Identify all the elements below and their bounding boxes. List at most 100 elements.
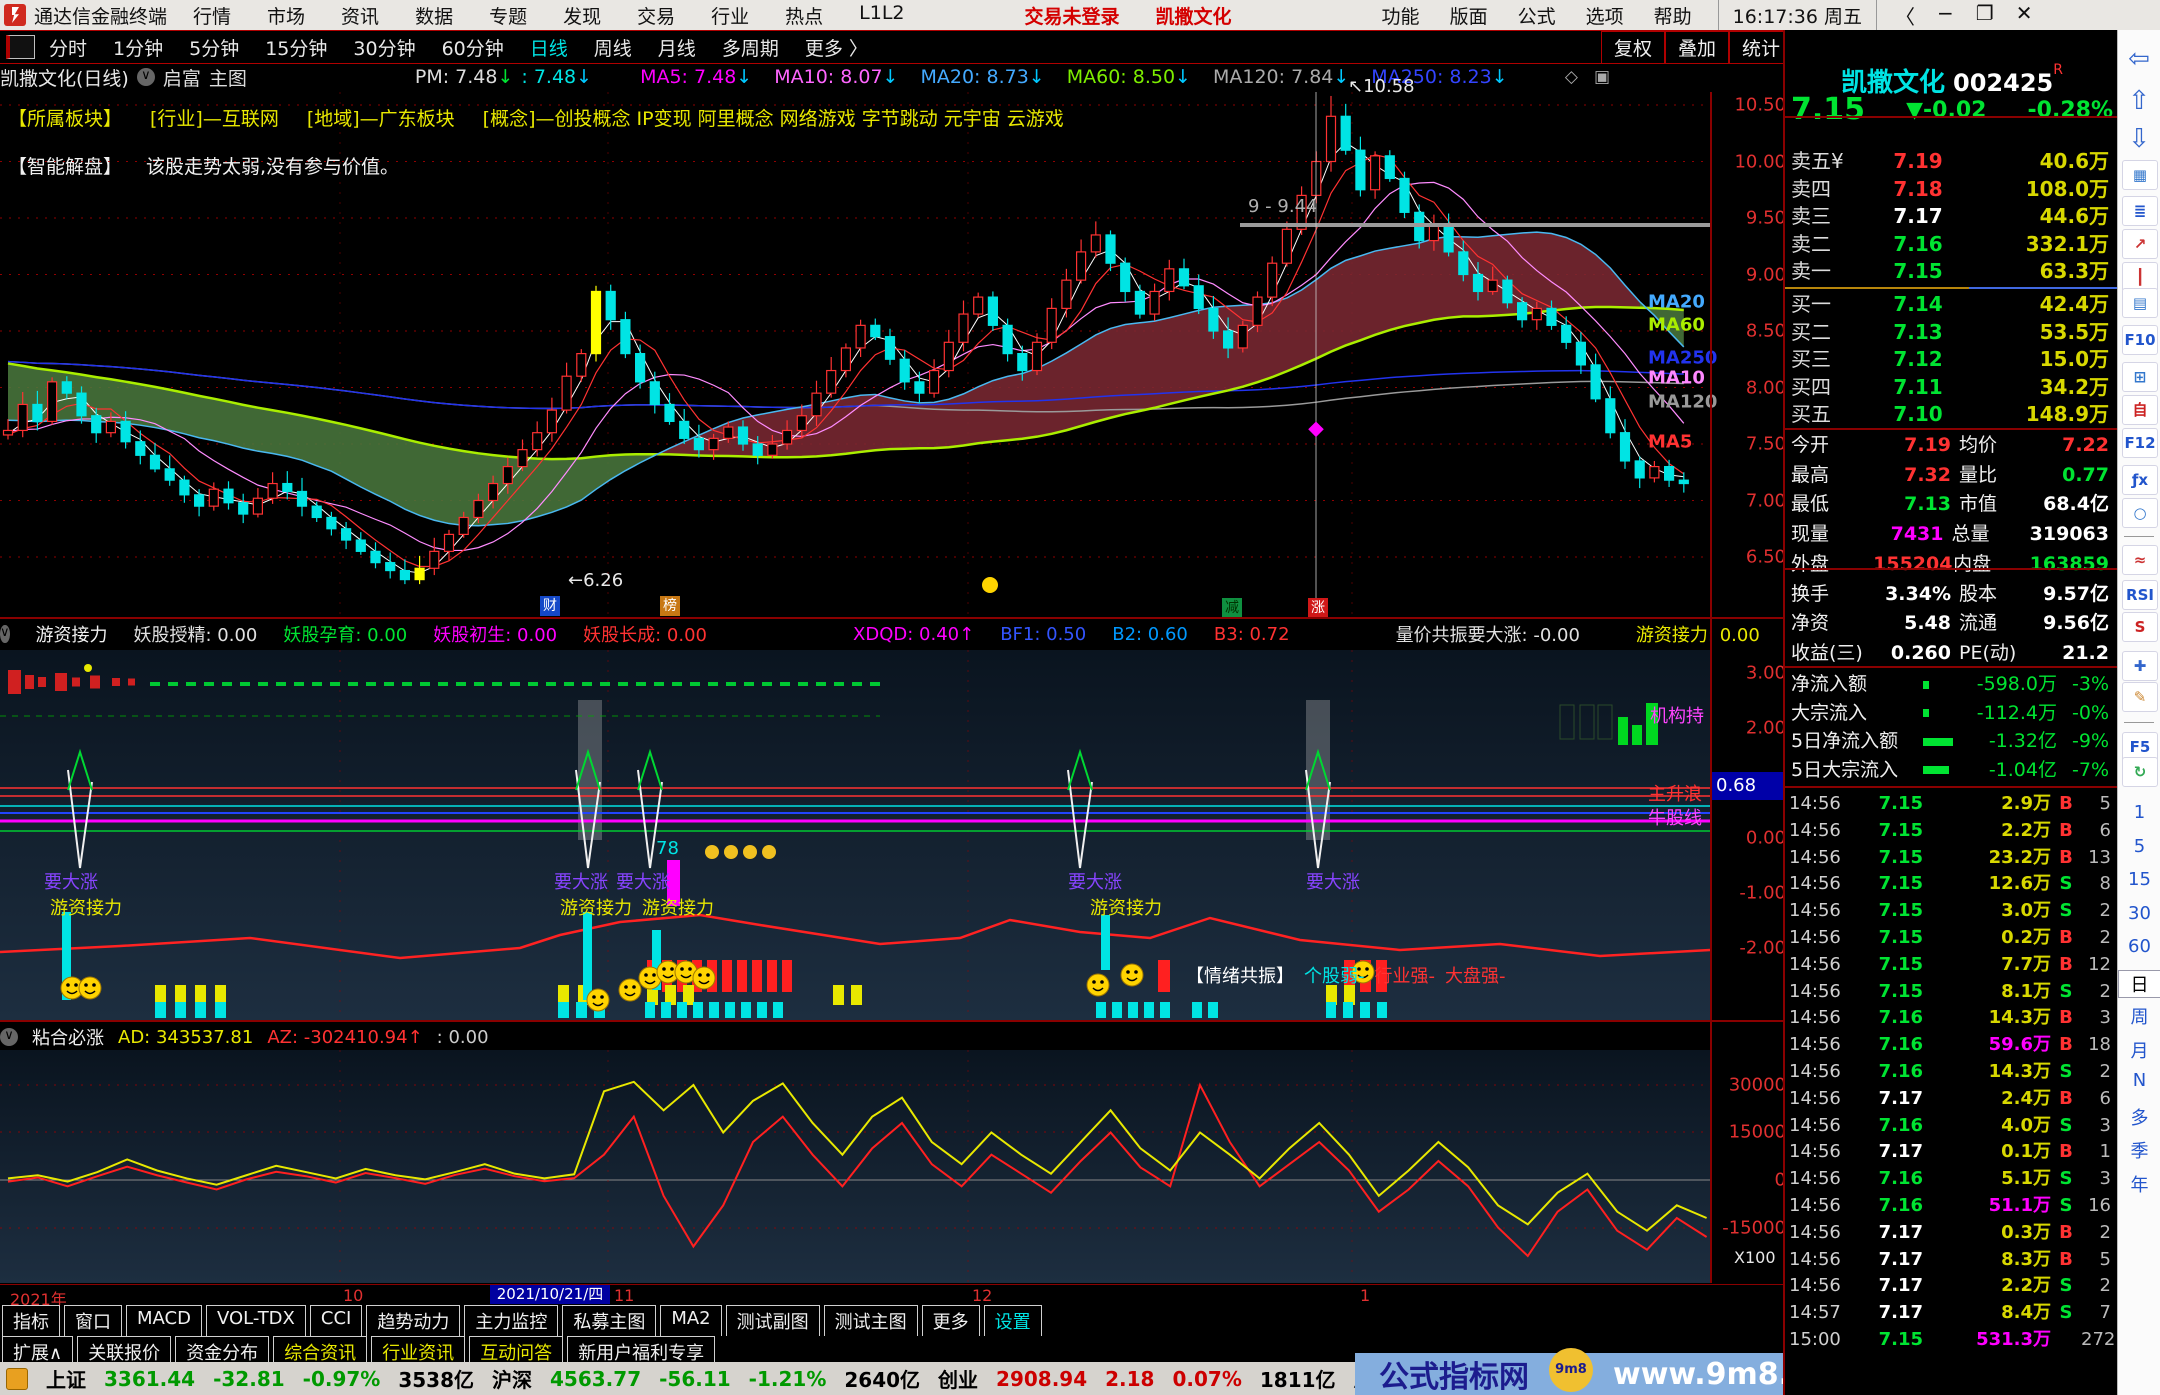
menu-item-交易[interactable]: 交易 (637, 5, 676, 28)
menu-item-数据[interactable]: 数据 (415, 5, 454, 28)
chart-button-叠加[interactable]: 叠加 (1664, 30, 1729, 64)
refresh-icon[interactable]: ↻ (2122, 757, 2158, 787)
tab-主力监控[interactable]: 主力监控 (464, 1305, 559, 1337)
menu-item-L1L2[interactable]: L1L2 (859, 1, 905, 24)
tab-MACD[interactable]: MACD (126, 1305, 202, 1337)
strip-period-日[interactable]: 日 (2118, 969, 2160, 998)
period-tab-30分钟[interactable]: 30分钟 (353, 37, 416, 60)
panel1-title[interactable]: 游资接力 (35, 625, 108, 646)
strip-period-15[interactable]: 15 (2128, 869, 2151, 890)
zhang-marker[interactable]: 涨 (1308, 598, 1328, 618)
layout-icon[interactable] (6, 35, 35, 59)
cai-marker[interactable]: 财 (540, 596, 560, 616)
rsi-icon[interactable]: RSI (2122, 580, 2158, 610)
panel2-chart[interactable] (0, 1050, 1710, 1283)
indicator-name[interactable]: 启富 (162, 67, 201, 90)
tab-私募主图[interactable]: 私募主图 (562, 1305, 657, 1337)
period-tab-分时[interactable]: 分时 (49, 37, 88, 60)
panel-divider[interactable] (0, 617, 2117, 619)
formula-icon[interactable]: ƒx (2122, 465, 2158, 495)
login-status[interactable]: 交易未登录 (1024, 5, 1120, 28)
collapse-icon2[interactable]: ∨ (0, 1028, 18, 1046)
panel1-chart[interactable] (0, 650, 1710, 1020)
tab-更多[interactable]: 更多 (921, 1305, 980, 1337)
kline-icon[interactable]: ┃ (2122, 262, 2158, 292)
chart-button-复权[interactable]: 复权 (1600, 30, 1665, 64)
market-icon[interactable] (6, 1367, 28, 1390)
tab-测试主图[interactable]: 测试主图 (823, 1305, 918, 1337)
tab-趋势动力[interactable]: 趋势动力 (366, 1305, 461, 1337)
board-concepts[interactable]: [概念]—创投概念 IP变现 阿里概念 网络游戏 字节跳动 元宇宙 云游戏 (482, 108, 1064, 130)
menu-item-行业[interactable]: 行业 (711, 5, 750, 28)
stock-name[interactable]: 凯撒文化 (1841, 68, 1946, 98)
news-icon[interactable]: ▤ (2122, 288, 2158, 318)
up-arrow-icon[interactable]: ⇧ (2128, 86, 2150, 116)
period-tab-多周期[interactable]: 多周期 (721, 37, 779, 60)
diamond-icon[interactable]: ◇ (1564, 67, 1578, 87)
restore-button[interactable]: ❐ (1975, 0, 1994, 25)
strip-period-多[interactable]: 多 (2130, 1107, 2149, 1129)
strip-period-季[interactable]: 季 (2130, 1141, 2149, 1162)
period-tab-周线[interactable]: 周线 (593, 37, 632, 60)
menu-item-公式[interactable]: 公式 (1517, 5, 1556, 28)
collapse-icon[interactable]: ∨ (0, 625, 10, 643)
tab-测试副图[interactable]: 测试副图 (725, 1305, 820, 1337)
main-chart-label[interactable]: 主图 (208, 67, 247, 90)
period-tab-1分钟[interactable]: 1分钟 (113, 37, 164, 60)
period-tab-60分钟[interactable]: 60分钟 (441, 37, 504, 60)
tab-设置[interactable]: 设置 (983, 1305, 1042, 1337)
structure-icon[interactable]: ⊞ (2122, 362, 2158, 392)
tab-窗口[interactable]: 窗口 (64, 1305, 122, 1337)
signal-icon[interactable]: S (2122, 612, 2158, 642)
strip-period-月[interactable]: 月 (2130, 1040, 2149, 1062)
panel2-title[interactable]: 粘合必涨 (32, 1028, 104, 1049)
period-tab-日线[interactable]: 日线 (529, 37, 568, 60)
period-tab-更多 〉[interactable]: 更多 〉 (804, 37, 868, 60)
strip-period-年[interactable]: 年 (2130, 1174, 2149, 1196)
period-tab-5分钟[interactable]: 5分钟 (189, 37, 240, 60)
strip-period-N[interactable]: N (2132, 1070, 2147, 1091)
tab-指标[interactable]: 指标 (2, 1305, 60, 1337)
strip-period-30[interactable]: 30 (2128, 902, 2151, 924)
strip-period-周[interactable]: 周 (2130, 1007, 2149, 1028)
menu-item-市场[interactable]: 市场 (267, 5, 306, 28)
panel-divider2[interactable] (0, 1020, 2117, 1022)
date-axis[interactable]: 2021/10/21/四 2021年 10 11 12 1 (0, 1284, 2117, 1309)
period-tab-15分钟[interactable]: 15分钟 (265, 37, 328, 60)
move-icon[interactable]: ✚ (2122, 651, 2158, 681)
zixuan-icon[interactable]: 自 (2122, 395, 2158, 425)
menu-item-帮助[interactable]: 帮助 (1653, 5, 1692, 28)
chevron-down-icon[interactable]: ∨ (136, 68, 155, 86)
f10-icon[interactable]: F10 (2122, 325, 2158, 355)
bang-marker[interactable]: 榜 (660, 596, 680, 616)
strip-period-1[interactable]: 1 (2133, 802, 2146, 823)
menu-item-热点[interactable]: 热点 (785, 5, 824, 28)
wave-icon[interactable]: ≈ (2122, 545, 2158, 575)
app-logo-icon[interactable] (4, 4, 26, 26)
draw-icon[interactable]: ✎ (2122, 682, 2158, 712)
strip-period-60[interactable]: 60 (2128, 936, 2151, 957)
minimize-button[interactable]: − (1937, 0, 1954, 25)
menu-item-专题[interactable]: 专题 (489, 5, 528, 28)
quote-list-icon[interactable]: ≣ (2122, 196, 2158, 226)
tab-CCI[interactable]: CCI (309, 1305, 363, 1337)
menu-item-版面[interactable]: 版面 (1449, 5, 1488, 28)
report-icon[interactable]: ▦ (2122, 160, 2158, 190)
board-region[interactable]: [地域]—广东板块 (306, 108, 455, 130)
close-button[interactable]: ✕ (2015, 0, 2033, 25)
down-arrow-icon[interactable]: ⇩ (2128, 124, 2150, 154)
period-tab-月线[interactable]: 月线 (657, 37, 696, 60)
tab-VOL-TDX[interactable]: VOL-TDX (205, 1305, 306, 1337)
back-button[interactable]: 〈 (1895, 4, 1916, 29)
stock-shortcut[interactable]: 凯撒文化 (1155, 5, 1232, 28)
menu-item-发现[interactable]: 发现 (563, 5, 602, 28)
board-industry[interactable]: [行业]—互联网 (150, 108, 279, 130)
main-kline-chart[interactable] (0, 62, 1710, 618)
jian-marker[interactable]: 减 (1222, 598, 1242, 618)
menu-item-行情[interactable]: 行情 (193, 5, 232, 28)
strip-period-5[interactable]: 5 (2133, 835, 2146, 857)
panel-icon[interactable]: ▣ (1593, 67, 1610, 87)
trend-line-icon[interactable]: ↗ (2122, 229, 2158, 259)
tab-MA2[interactable]: MA2 (660, 1305, 722, 1337)
f12-icon[interactable]: F12 (2122, 428, 2158, 458)
